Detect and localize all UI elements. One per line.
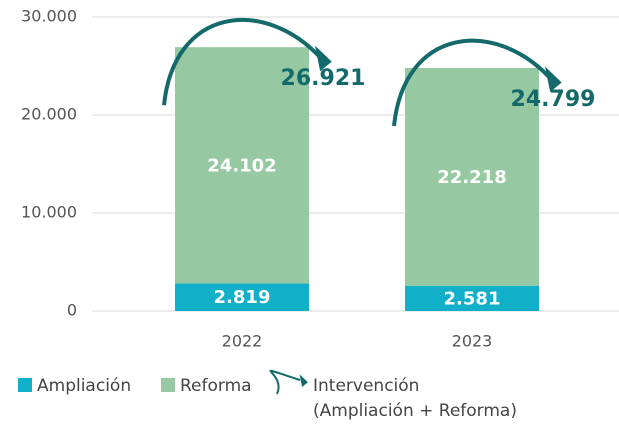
arrow-line [269, 369, 301, 395]
bar-segment [175, 47, 309, 284]
y-tick-label: 30.000 [21, 7, 77, 26]
x-tick-label: 2022 [222, 332, 263, 351]
arrow [392, 38, 562, 127]
y-tick-label: 0 [67, 301, 77, 320]
y-tick-label: 20.000 [21, 105, 77, 124]
legend-note: (Ampliación + Reforma) [313, 401, 517, 421]
legend-swatch [161, 378, 175, 392]
bar-segment [405, 285, 539, 311]
bar-segment [405, 67, 539, 286]
legend-label: Ampliación [37, 376, 131, 396]
arrow-head [545, 66, 562, 93]
arrow-head [299, 374, 308, 388]
arrow-head [315, 45, 332, 72]
data-label: 2.581 [444, 288, 501, 309]
x-tick-label: 2023 [452, 332, 493, 351]
arrow-line [162, 17, 322, 106]
arrow [162, 17, 332, 106]
arrow [269, 369, 308, 395]
bar-segment [175, 283, 309, 311]
data-label: 22.218 [437, 167, 506, 188]
data-label: 24.102 [207, 155, 276, 176]
data-label: 2.819 [214, 287, 271, 308]
arrow-line [392, 38, 552, 127]
y-tick-label: 10.000 [21, 203, 77, 222]
legend-label: Intervención [313, 376, 419, 396]
legend-label: Reforma [180, 376, 252, 396]
legend-swatch [18, 378, 32, 392]
total-label: 24.799 [511, 87, 596, 112]
total-label: 26.921 [281, 66, 366, 91]
